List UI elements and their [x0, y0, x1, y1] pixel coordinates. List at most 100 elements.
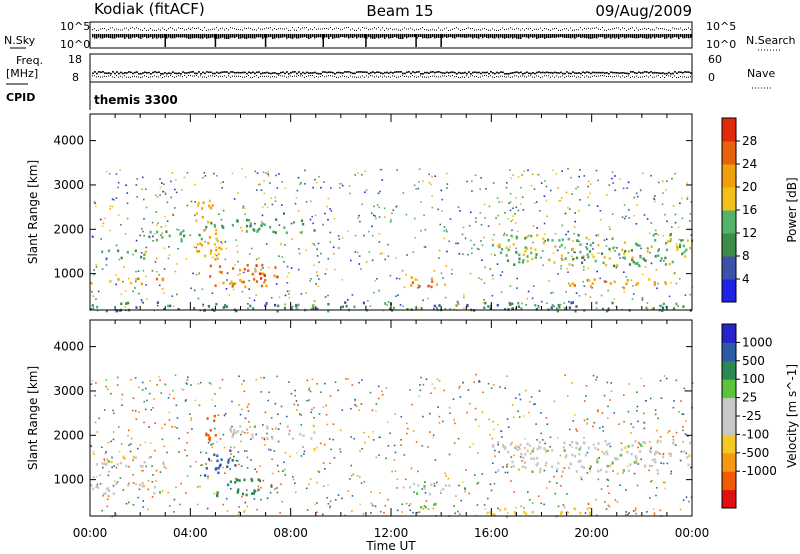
nsearch-sample: [358, 27, 359, 29]
echo-point: [423, 484, 426, 488]
nsky-sample: [396, 34, 398, 38]
echo-point: [216, 257, 219, 260]
nsky-sample: [602, 34, 604, 38]
noise-point: [405, 273, 407, 276]
noise-point: [288, 296, 291, 299]
noise-point: [563, 302, 565, 304]
nsearch-sample: [144, 27, 145, 29]
nsky-sample: [392, 34, 394, 38]
noise-point: [135, 483, 137, 485]
echo-point: [276, 309, 279, 313]
noise-point: [516, 277, 518, 280]
noise-point: [597, 252, 600, 254]
freq-sample: [198, 71, 200, 73]
nsearch-sample: [246, 27, 247, 29]
noise-point: [476, 504, 479, 506]
echo-point: [578, 448, 581, 451]
noise-point: [379, 492, 381, 494]
nave-label: Nave: [747, 67, 775, 80]
noise-point: [546, 302, 548, 304]
echo-point: [126, 250, 129, 254]
freq-sample: [462, 72, 464, 74]
echo-point: [249, 222, 252, 225]
echo-point: [177, 308, 180, 311]
nsearch-sample: [318, 28, 319, 30]
noise-point: [323, 181, 325, 183]
echo-point: [235, 309, 238, 313]
noise-point: [256, 172, 259, 174]
nave-sample: [504, 76, 505, 78]
noise-point: [579, 169, 581, 171]
noise-point: [378, 233, 381, 235]
echo-point: [575, 305, 578, 308]
noise-point: [602, 425, 604, 428]
noise-point: [256, 508, 258, 511]
echo-point: [412, 482, 416, 486]
noise-point: [255, 294, 257, 296]
noise-point: [175, 404, 178, 407]
echo-point: [149, 230, 152, 234]
freq-sample: [582, 71, 584, 74]
noise-point: [515, 397, 517, 399]
noise-point: [568, 300, 570, 303]
noise-point: [337, 247, 340, 249]
nave-sample: [522, 75, 523, 77]
nave-sample: [320, 75, 321, 77]
nsky-sample: [570, 34, 572, 39]
nave-sample: [466, 75, 467, 77]
nsky-sample: [654, 34, 656, 39]
noise-point: [263, 438, 266, 441]
noise-point: [688, 500, 690, 503]
echo-point: [179, 232, 182, 236]
echo-point: [515, 251, 518, 254]
noise-point: [112, 484, 115, 487]
nsky-sample: [284, 34, 286, 38]
noise-point: [329, 208, 331, 210]
noise-point: [371, 259, 374, 262]
nsky-sample: [166, 34, 168, 39]
noise-point: [248, 297, 251, 299]
noise-point: [288, 272, 290, 274]
noise-point: [120, 443, 123, 445]
noise-point: [528, 499, 531, 501]
freq-sample: [186, 72, 188, 74]
noise-point: [673, 273, 676, 275]
noise-point: [190, 200, 193, 203]
noise-point: [448, 406, 451, 409]
noise-point: [557, 187, 559, 189]
noise-point: [231, 281, 233, 284]
noise-point: [637, 195, 639, 198]
nsky-sample: [520, 34, 522, 39]
nsky-sample: [370, 34, 372, 39]
echo-point: [313, 229, 316, 232]
power-ylabel: Slant Range [km]: [26, 160, 40, 264]
noise-point: [346, 230, 349, 233]
noise-point: [666, 180, 668, 182]
nsearch-sample: [664, 28, 665, 30]
noise-point: [595, 169, 598, 172]
noise-point: [143, 485, 146, 487]
nsky-sample: [430, 34, 432, 39]
echo-point: [512, 243, 515, 246]
freq-sample: [540, 71, 542, 74]
noise-point: [263, 437, 266, 440]
noise-point: [286, 265, 289, 268]
noise-point: [623, 394, 625, 396]
echo-point: [586, 278, 589, 282]
echo-point: [635, 456, 638, 460]
nave-tick-high: 60: [708, 53, 722, 66]
nsky-sample: [260, 34, 262, 38]
noise-point: [164, 225, 167, 227]
echo-point: [138, 483, 141, 487]
noise-point: [296, 189, 299, 192]
nsky-sample: [566, 34, 568, 38]
noise-point: [648, 232, 651, 235]
noise-point: [143, 218, 145, 220]
freq-sample: [584, 72, 586, 74]
echo-point: [654, 451, 657, 455]
nsearch-sample: [164, 29, 165, 31]
noise-point: [401, 511, 404, 513]
noise-point: [102, 494, 104, 497]
echo-point: [513, 263, 516, 266]
nave-sample: [602, 75, 603, 77]
